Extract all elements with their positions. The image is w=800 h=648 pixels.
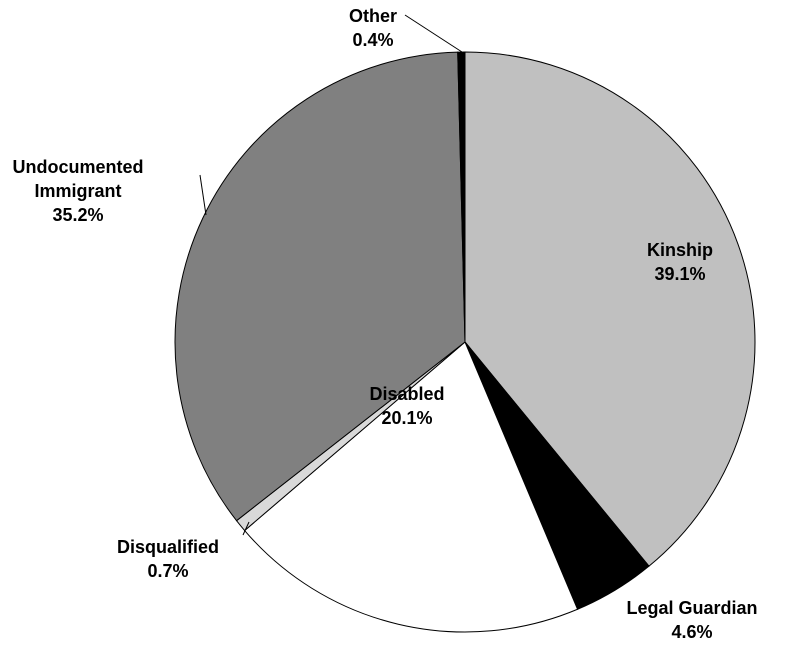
category-label: Other bbox=[348, 6, 397, 26]
pie-slice bbox=[174, 51, 466, 522]
leader-line bbox=[404, 14, 463, 53]
value-label: 4.6% bbox=[671, 622, 713, 642]
slice-label: Disqualified 0.7% bbox=[48, 535, 288, 583]
value-label: 0.4% bbox=[352, 30, 394, 50]
category-label: Legal Guardian bbox=[626, 598, 758, 618]
category-label: Disabled bbox=[369, 384, 445, 404]
pie-slice bbox=[464, 51, 756, 567]
category-label: Undocumented Immigrant bbox=[12, 157, 144, 201]
slice-label: Disabled 20.1% bbox=[287, 382, 527, 430]
slice-label: Other 0.4% bbox=[253, 4, 493, 52]
leader-line bbox=[242, 521, 250, 536]
value-label: 35.2% bbox=[52, 205, 104, 225]
slice-label: Kinship 39.1% bbox=[560, 238, 800, 286]
category-label: Disqualified bbox=[116, 537, 219, 557]
value-label: 0.7% bbox=[147, 561, 189, 581]
slice-label: Legal Guardian 4.6% bbox=[572, 596, 800, 644]
pie-slice bbox=[243, 341, 579, 633]
category-label: Kinship bbox=[647, 240, 713, 260]
value-label: 39.1% bbox=[654, 264, 706, 284]
leader-line bbox=[199, 174, 207, 216]
slice-label: Undocumented Immigrant 35.2% bbox=[3, 155, 153, 227]
value-label: 20.1% bbox=[381, 408, 433, 428]
